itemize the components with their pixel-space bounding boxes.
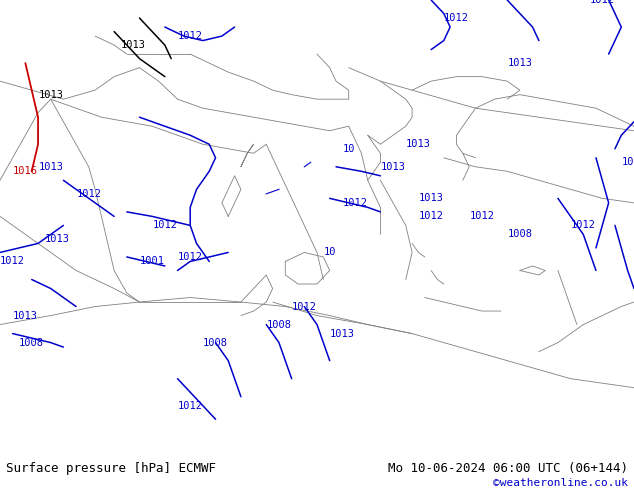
- Text: 1013: 1013: [507, 58, 533, 68]
- Text: 1012: 1012: [571, 220, 596, 230]
- Text: 1016: 1016: [13, 166, 38, 176]
- Text: 1013: 1013: [330, 329, 355, 339]
- Text: 1012: 1012: [76, 189, 101, 199]
- Text: Surface pressure [hPa] ECMWF: Surface pressure [hPa] ECMWF: [6, 462, 216, 475]
- Text: 1008: 1008: [203, 338, 228, 347]
- Text: 1008: 1008: [266, 319, 292, 330]
- Text: 1013: 1013: [13, 311, 38, 320]
- Text: 10: 10: [323, 247, 336, 257]
- Text: ©weatheronline.co.uk: ©weatheronline.co.uk: [493, 478, 628, 488]
- Text: 1012: 1012: [178, 31, 203, 41]
- Text: 1008: 1008: [507, 229, 533, 240]
- Text: 1012: 1012: [590, 0, 615, 5]
- Text: 1012: 1012: [0, 256, 25, 267]
- Text: 1013: 1013: [380, 162, 406, 172]
- Text: 1013: 1013: [38, 162, 63, 172]
- Text: 1012: 1012: [152, 220, 178, 230]
- Text: 1012: 1012: [444, 13, 469, 23]
- Text: 1013: 1013: [406, 139, 431, 149]
- Text: 1013: 1013: [120, 40, 146, 50]
- Text: 1012: 1012: [418, 211, 444, 221]
- Text: 1012: 1012: [621, 157, 634, 167]
- Text: 1012: 1012: [178, 252, 203, 262]
- Text: 1013: 1013: [38, 90, 63, 99]
- Text: 1012: 1012: [342, 198, 368, 208]
- Text: 1012: 1012: [178, 401, 203, 411]
- Text: 1013: 1013: [44, 234, 70, 244]
- Text: Mo 10-06-2024 06:00 UTC (06+144): Mo 10-06-2024 06:00 UTC (06+144): [387, 462, 628, 475]
- Text: 10: 10: [342, 144, 355, 154]
- Text: 1012: 1012: [292, 301, 317, 312]
- Text: 1008: 1008: [19, 338, 44, 347]
- Text: 1012: 1012: [469, 211, 495, 221]
- Text: 1013: 1013: [418, 194, 444, 203]
- Text: 1001: 1001: [139, 256, 165, 267]
